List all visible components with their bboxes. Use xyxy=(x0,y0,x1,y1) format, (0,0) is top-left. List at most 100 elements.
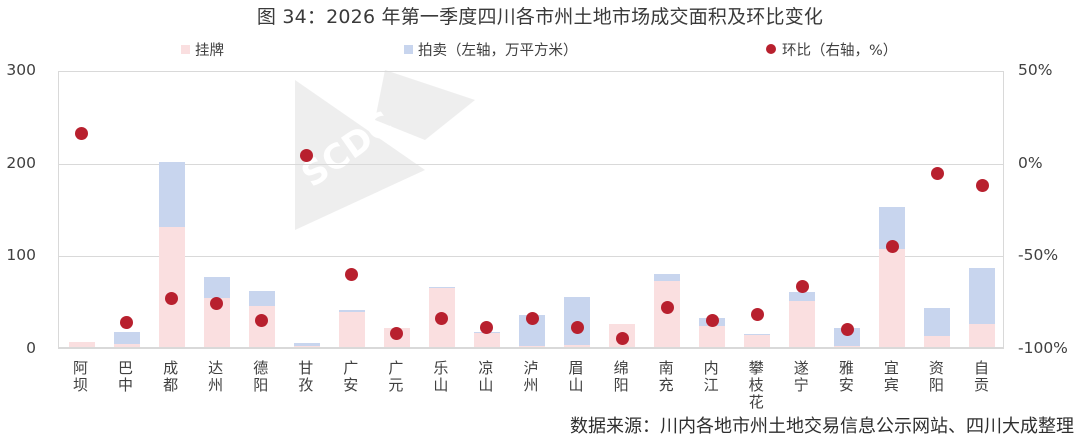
bar-stack xyxy=(879,207,906,347)
mom-data-point xyxy=(750,308,764,322)
mom-data-point xyxy=(75,126,89,140)
bar-stack xyxy=(473,332,500,347)
mom-data-point xyxy=(570,321,584,335)
mom-data-point xyxy=(480,321,494,335)
bar-segment-listing xyxy=(789,300,816,347)
bar-stack xyxy=(654,273,681,347)
x-axis-label: 雅安 xyxy=(838,359,854,394)
mom-data-point xyxy=(255,313,269,327)
bar-segment-listing xyxy=(158,226,185,347)
legend-swatch-listing xyxy=(181,44,190,54)
bar-stack xyxy=(744,334,771,347)
mom-data-point xyxy=(120,315,134,329)
bar-segment-auction xyxy=(564,296,591,346)
x-axis-label: 遂宁 xyxy=(793,359,809,394)
bar-segment-auction xyxy=(654,273,681,282)
bar-stack xyxy=(969,268,996,347)
x-axis-label: 绵阳 xyxy=(613,359,629,394)
mom-data-point xyxy=(345,267,359,281)
bar-stack xyxy=(248,291,275,347)
right-axis-tick: -50% xyxy=(1018,246,1059,264)
legend-item-listing: 挂牌 xyxy=(181,38,224,60)
x-axis-label: 泸州 xyxy=(523,359,539,394)
x-axis-label: 德阳 xyxy=(253,359,269,394)
mom-data-point xyxy=(525,311,539,325)
left-axis-tick: 0 xyxy=(26,339,36,357)
mom-data-point xyxy=(300,148,314,162)
bar-segment-listing xyxy=(879,248,906,347)
bar-segment-listing xyxy=(338,311,365,347)
bar-stack xyxy=(338,309,365,347)
bar-stack xyxy=(924,308,951,347)
bar-stack xyxy=(564,296,591,347)
x-axis-label: 攀枝花 xyxy=(748,359,764,411)
x-axis-label: 阿坝 xyxy=(73,359,89,394)
mom-data-point xyxy=(840,323,854,337)
bar-stack xyxy=(113,332,140,347)
bar-segment-auction xyxy=(789,292,816,301)
x-axis-label: 广元 xyxy=(388,359,404,394)
bar-segment-auction xyxy=(248,291,275,307)
gridline xyxy=(59,256,1003,257)
mom-data-point xyxy=(435,311,449,325)
legend-swatch-auction xyxy=(404,44,413,54)
bar-segment-listing xyxy=(519,346,545,347)
bar-segment-listing xyxy=(564,345,591,347)
bar-segment-listing xyxy=(969,323,996,347)
x-axis-label: 自贡 xyxy=(973,359,989,394)
bar-segment-auction xyxy=(158,161,185,227)
bar-segment-auction xyxy=(969,268,996,324)
legend-dot-mom xyxy=(766,44,776,54)
x-axis-label: 眉山 xyxy=(568,359,584,394)
bar-segment-listing xyxy=(654,281,681,347)
bar-stack xyxy=(68,342,95,347)
bar-stack xyxy=(293,343,320,347)
x-axis-label: 宜宾 xyxy=(883,359,899,394)
x-axis-label: 资阳 xyxy=(928,359,944,394)
mom-data-point xyxy=(975,178,989,192)
mom-data-point xyxy=(705,313,719,327)
x-axis-label: 甘孜 xyxy=(298,359,314,394)
bar-segment-listing xyxy=(113,344,140,347)
bar-segment-listing xyxy=(924,335,951,347)
bar-segment-listing xyxy=(699,325,726,347)
bar-segment-auction xyxy=(428,286,455,288)
bar-segment-auction xyxy=(924,308,951,336)
left-axis-tick: 300 xyxy=(6,61,36,79)
bar-segment-auction xyxy=(338,309,365,312)
bar-segment-auction xyxy=(113,332,140,345)
legend-label-listing: 挂牌 xyxy=(195,42,224,59)
x-axis-label: 广安 xyxy=(343,359,359,394)
bar-stack xyxy=(789,292,816,347)
bar-segment-auction xyxy=(744,334,771,335)
legend-item-auction: 拍卖（左轴，万平方米） xyxy=(404,38,578,60)
bar-segment-listing xyxy=(834,346,861,347)
x-axis-label: 南充 xyxy=(658,359,674,394)
right-axis-tick: 50% xyxy=(1018,61,1053,79)
bar-segment-listing xyxy=(744,334,771,347)
mom-data-point xyxy=(930,167,944,181)
right-axis-tick: 0% xyxy=(1018,154,1043,172)
x-axis-label: 巴中 xyxy=(118,359,134,394)
bar-segment-auction xyxy=(203,276,230,298)
chart-title: 图 34：2026 年第一季度四川各市州土地市场成交面积及环比变化 xyxy=(256,6,824,28)
left-axis-tick: 100 xyxy=(6,246,36,264)
bar-segment-listing xyxy=(473,333,500,347)
x-axis-label: 乐山 xyxy=(433,359,449,394)
mom-data-point xyxy=(885,239,899,253)
bar-segment-listing xyxy=(293,346,320,347)
x-axis-label: 成都 xyxy=(163,359,179,394)
bar-stack xyxy=(203,276,230,347)
x-axis-label: 内江 xyxy=(703,359,719,394)
right-axis-tick: -100% xyxy=(1018,339,1068,357)
gridline xyxy=(59,164,1003,165)
left-axis-tick: 200 xyxy=(6,154,36,172)
bar-segment-auction xyxy=(293,343,320,347)
legend-label-auction: 拍卖（左轴，万平方米） xyxy=(418,42,578,59)
mom-data-point xyxy=(660,300,674,314)
legend-label-mom: 环比（右轴，%） xyxy=(782,42,898,59)
mom-data-point xyxy=(615,332,629,346)
mom-data-point xyxy=(210,297,224,311)
mom-data-point xyxy=(795,280,809,294)
plot-area xyxy=(58,71,1004,349)
